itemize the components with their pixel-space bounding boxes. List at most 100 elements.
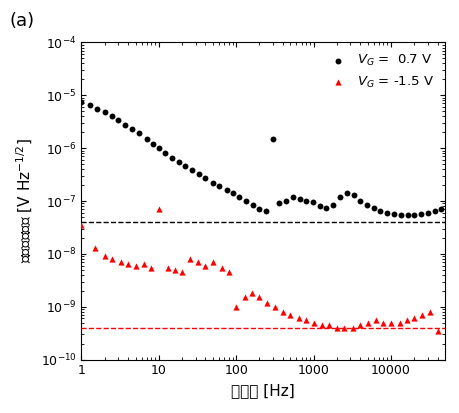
- $V_G$ =  0.7 V: [289, 194, 296, 200]
- $V_G$ =  0.7 V: [383, 209, 390, 216]
- Legend: $V_G$ =  0.7 V, $V_G$ = -1.5 V: $V_G$ = 0.7 V, $V_G$ = -1.5 V: [319, 49, 437, 94]
- $V_G$ =  0.7 V: [342, 190, 350, 197]
- $V_G$ =  0.7 V: [222, 187, 230, 194]
- $V_G$ = -1.5 V: [178, 269, 185, 275]
- $V_G$ = -1.5 V: [224, 269, 232, 275]
- $V_G$ = -1.5 V: [78, 222, 85, 228]
- $V_G$ =  0.7 V: [168, 155, 176, 161]
- $V_G$ = -1.5 V: [279, 309, 286, 315]
- $V_G$ = -1.5 V: [91, 244, 99, 251]
- $V_G$ =  0.7 V: [215, 183, 222, 190]
- $V_G$ =  0.7 V: [114, 117, 122, 123]
- $V_G$ = -1.5 V: [248, 290, 255, 297]
- $V_G$ =  0.7 V: [322, 204, 329, 211]
- $V_G$ = -1.5 V: [171, 266, 178, 273]
- $V_G$ =  0.7 V: [308, 199, 316, 206]
- $V_G$ = -1.5 V: [232, 304, 239, 310]
- $V_G$ =  0.7 V: [161, 150, 168, 157]
- $V_G$ =  0.7 V: [86, 102, 94, 109]
- $V_G$ = -1.5 V: [340, 325, 347, 331]
- $V_G$ =  0.7 V: [430, 208, 437, 214]
- $V_G$ = -1.5 V: [386, 319, 394, 326]
- $V_G$ =  0.7 V: [423, 209, 431, 216]
- $V_G$ =  0.7 V: [155, 145, 162, 152]
- $V_G$ = -1.5 V: [318, 322, 325, 328]
- $V_G$ =  0.7 V: [255, 205, 263, 212]
- $V_G$ =  0.7 V: [181, 163, 189, 169]
- $V_G$ = -1.5 V: [325, 322, 332, 328]
- $V_G$ = -1.5 V: [409, 315, 417, 322]
- $V_G$ = -1.5 V: [194, 259, 201, 266]
- $V_G$ =  0.7 V: [403, 211, 410, 218]
- $V_G$ = -1.5 V: [271, 304, 278, 310]
- $V_G$ = -1.5 V: [209, 259, 216, 266]
- X-axis label: 周波数 [Hz]: 周波数 [Hz]: [231, 383, 295, 398]
- $V_G$ = -1.5 V: [241, 294, 248, 301]
- $V_G$ = -1.5 V: [433, 328, 440, 334]
- $V_G$ =  0.7 V: [78, 99, 85, 105]
- $V_G$ =  0.7 V: [282, 198, 289, 204]
- Y-axis label: ノイズ電圧値 [V Hz$^{-1/2}$]: ノイズ電圧値 [V Hz$^{-1/2}$]: [15, 139, 35, 263]
- $V_G$ = -1.5 V: [163, 264, 171, 271]
- $V_G$ =  0.7 V: [249, 202, 256, 208]
- $V_G$ = -1.5 V: [395, 319, 403, 326]
- $V_G$ =  0.7 V: [229, 190, 236, 197]
- $V_G$ =  0.7 V: [369, 204, 377, 211]
- $V_G$ =  0.7 V: [122, 121, 129, 128]
- $V_G$ = -1.5 V: [332, 325, 340, 331]
- $V_G$ = -1.5 V: [402, 317, 409, 324]
- $V_G$ =  0.7 V: [188, 167, 196, 174]
- $V_G$ = -1.5 V: [255, 294, 263, 301]
- $V_G$ =  0.7 V: [209, 180, 216, 186]
- $V_G$ =  0.7 V: [409, 211, 417, 218]
- $V_G$ = -1.5 V: [124, 261, 131, 267]
- $V_G$ = -1.5 V: [185, 256, 193, 262]
- $V_G$ = -1.5 V: [202, 262, 209, 269]
- $V_G$ = -1.5 V: [295, 315, 302, 322]
- $V_G$ = -1.5 V: [356, 322, 363, 328]
- $V_G$ = -1.5 V: [147, 264, 155, 271]
- $V_G$ =  0.7 V: [302, 198, 309, 204]
- $V_G$ =  0.7 V: [363, 202, 370, 208]
- $V_G$ =  0.7 V: [262, 208, 269, 214]
- $V_G$ =  0.7 V: [390, 210, 397, 217]
- Text: (a): (a): [9, 12, 34, 31]
- $V_G$ = -1.5 V: [302, 317, 309, 324]
- $V_G$ =  0.7 V: [235, 194, 242, 200]
- $V_G$ =  0.7 V: [437, 206, 444, 213]
- $V_G$ = -1.5 V: [379, 319, 386, 326]
- $V_G$ =  0.7 V: [174, 159, 182, 165]
- $V_G$ =  0.7 V: [356, 198, 363, 204]
- $V_G$ = -1.5 V: [117, 259, 124, 266]
- $V_G$ = -1.5 V: [101, 253, 108, 260]
- $V_G$ = -1.5 V: [108, 256, 116, 262]
- $V_G$ =  0.7 V: [329, 202, 336, 208]
- $V_G$ = -1.5 V: [286, 312, 293, 318]
- $V_G$ =  0.7 V: [416, 210, 424, 217]
- $V_G$ = -1.5 V: [372, 317, 379, 324]
- $V_G$ =  0.7 V: [128, 126, 135, 132]
- $V_G$ =  0.7 V: [135, 130, 142, 137]
- $V_G$ = -1.5 V: [417, 312, 425, 318]
- $V_G$ =  0.7 V: [149, 141, 157, 147]
- $V_G$ =  0.7 V: [143, 135, 150, 142]
- $V_G$ =  0.7 V: [275, 200, 282, 207]
- $V_G$ =  0.7 V: [295, 195, 302, 202]
- $V_G$ =  0.7 V: [397, 211, 404, 218]
- $V_G$ =  0.7 V: [315, 203, 323, 209]
- $V_G$ = -1.5 V: [348, 325, 356, 331]
- $V_G$ =  0.7 V: [93, 106, 101, 112]
- $V_G$ = -1.5 V: [263, 299, 270, 306]
- $V_G$ = -1.5 V: [309, 319, 317, 326]
- $V_G$ =  0.7 V: [242, 198, 249, 204]
- $V_G$ = -1.5 V: [140, 261, 148, 267]
- $V_G$ = -1.5 V: [363, 319, 370, 326]
- $V_G$ = -1.5 V: [218, 264, 225, 271]
- $V_G$ = -1.5 V: [155, 206, 162, 213]
- $V_G$ =  0.7 V: [349, 192, 357, 198]
- $V_G$ =  0.7 V: [195, 171, 202, 178]
- $V_G$ =  0.7 V: [101, 109, 108, 116]
- $V_G$ =  0.7 V: [336, 194, 343, 200]
- $V_G$ =  0.7 V: [202, 175, 209, 182]
- $V_G$ = -1.5 V: [425, 309, 433, 315]
